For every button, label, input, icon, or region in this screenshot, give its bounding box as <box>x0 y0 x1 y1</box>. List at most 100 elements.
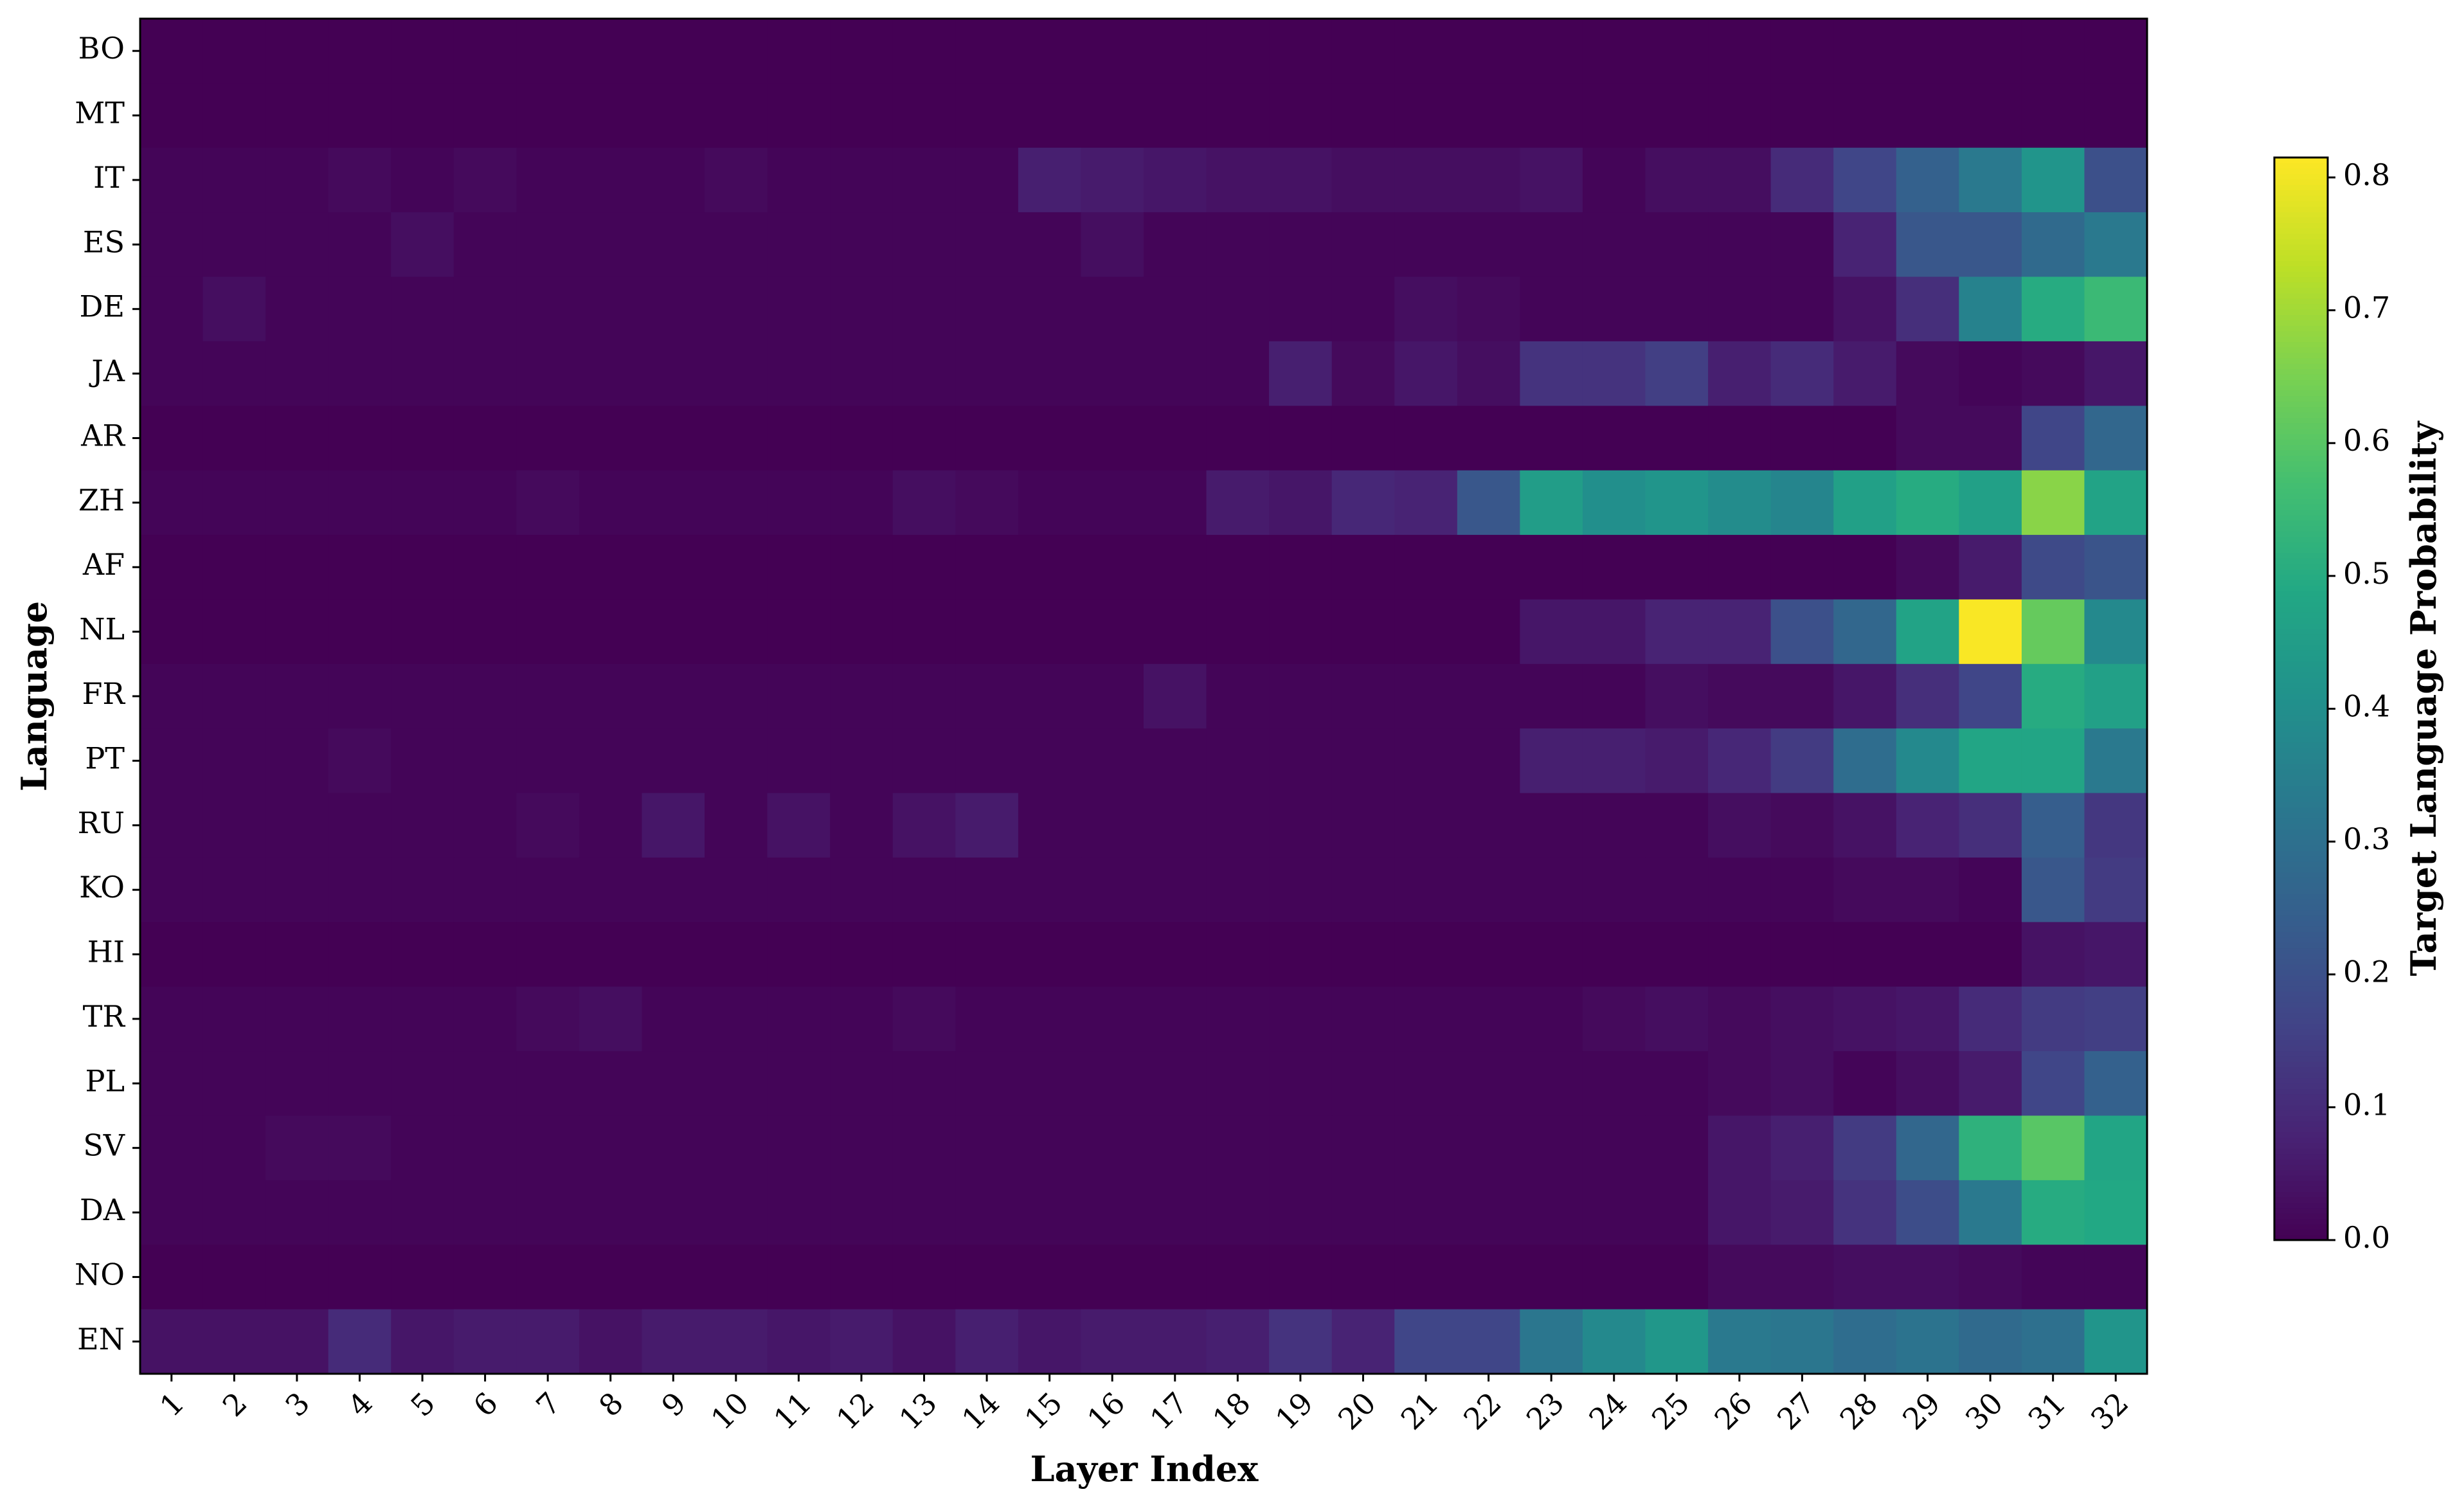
heatmap-cell <box>1770 470 1834 536</box>
heatmap-cell <box>391 406 454 471</box>
heatmap-cell <box>1144 406 1207 471</box>
heatmap-cell <box>1582 83 1646 148</box>
heatmap-cell <box>1582 986 1646 1052</box>
colorbar-segment <box>2274 433 2328 440</box>
colorbar-segment <box>2274 628 2328 634</box>
heatmap-cell <box>1582 663 1646 729</box>
heatmap-cell <box>705 19 768 84</box>
heatmap-cell <box>2084 1115 2148 1181</box>
colorbar-segment <box>2274 428 2328 435</box>
colorbar-segment <box>2274 812 2328 819</box>
heatmap-cell <box>767 406 831 471</box>
colorbar-segment <box>2274 222 2328 229</box>
heatmap-cell <box>391 341 454 406</box>
heatmap-cell <box>516 793 580 858</box>
heatmap-cell <box>1394 341 1458 406</box>
heatmap-cell <box>140 1115 204 1181</box>
heatmap-cell <box>1331 1051 1395 1117</box>
colorbar-segment <box>2274 823 2328 829</box>
heatmap-cell <box>892 147 956 213</box>
heatmap-cell <box>1457 663 1520 729</box>
colorbar-segment <box>2274 834 2328 840</box>
heatmap-cell <box>1206 728 1270 794</box>
heatmap-cell <box>2021 599 2085 665</box>
heatmap-cell <box>1081 728 1144 794</box>
heatmap-cell <box>892 1180 956 1245</box>
heatmap-cell <box>140 276 204 342</box>
heatmap-cell <box>1770 1115 1834 1181</box>
heatmap-cell <box>2021 535 2085 600</box>
heatmap-cell <box>1206 1115 1270 1181</box>
heatmap-cell <box>1269 406 1333 471</box>
heatmap-cell <box>579 470 643 536</box>
heatmap-cell <box>2021 406 2085 471</box>
heatmap-cell <box>1959 470 2022 536</box>
heatmap-cell <box>1081 986 1144 1052</box>
heatmap-cell <box>1331 19 1395 84</box>
heatmap-cell <box>955 793 1019 858</box>
heatmap-cell <box>642 341 705 406</box>
heatmap-cell <box>767 922 831 987</box>
colorbar-segment <box>2274 303 2328 310</box>
colorbar-segment <box>2274 195 2328 202</box>
heatmap-cell <box>1206 1309 1270 1374</box>
heatmap-cell <box>579 1115 643 1181</box>
heatmap-cell <box>391 535 454 600</box>
heatmap-cell <box>1645 535 1709 600</box>
colorbar-segment <box>2274 682 2328 688</box>
y-tick-label: HI <box>87 935 125 969</box>
heatmap-cell <box>955 986 1019 1052</box>
heatmap-cell <box>830 147 894 213</box>
colorbar-segment <box>2274 780 2328 786</box>
heatmap-cell <box>1394 147 1458 213</box>
heatmap-cell <box>391 1051 454 1117</box>
heatmap-cell <box>1018 1180 1082 1245</box>
colorbar-segment <box>2274 677 2328 683</box>
heatmap-cell <box>1081 793 1144 858</box>
colorbar-segment <box>2274 558 2328 564</box>
heatmap-cell <box>955 1245 1019 1310</box>
heatmap-cell <box>265 19 329 84</box>
heatmap-cell <box>767 1051 831 1117</box>
heatmap-cell <box>892 922 956 987</box>
heatmap-cell <box>705 922 768 987</box>
heatmap-cell <box>391 276 454 342</box>
heatmap-cell <box>202 1051 266 1117</box>
heatmap-cell <box>516 728 580 794</box>
colorbar-segment <box>2274 1174 2328 1182</box>
heatmap-cell <box>391 470 454 536</box>
colorbar-segment <box>2274 709 2328 716</box>
colorbar-segment <box>2274 352 2328 359</box>
heatmap-cell <box>1959 1180 2022 1245</box>
heatmap-cell <box>1708 1051 1772 1117</box>
heatmap-cell <box>830 406 894 471</box>
colorbar-segment <box>2274 239 2328 245</box>
heatmap-cell <box>1269 1245 1333 1310</box>
colorbar-segment <box>2274 1094 2328 1100</box>
heatmap-cell <box>1959 986 2022 1052</box>
heatmap-cell <box>1833 1245 1897 1310</box>
colorbar-segment <box>2274 1196 2328 1203</box>
heatmap-cell <box>328 793 391 858</box>
heatmap-cell <box>265 728 329 794</box>
heatmap-cell <box>1896 83 1959 148</box>
heatmap-cell <box>202 470 266 536</box>
y-tick-label: NL <box>79 612 125 647</box>
heatmap-cell <box>1206 922 1270 987</box>
heatmap-cell <box>1582 1245 1646 1310</box>
heatmap-cell <box>202 922 266 987</box>
heatmap-cell <box>1457 276 1520 342</box>
heatmap-cell <box>830 341 894 406</box>
heatmap-cell <box>328 341 391 406</box>
heatmap-cell <box>202 406 266 471</box>
y-tick-label: TR <box>83 999 126 1034</box>
heatmap-cell <box>955 535 1019 600</box>
colorbar-segment <box>2274 942 2328 949</box>
heatmap-cell <box>202 276 266 342</box>
heatmap-cell <box>1081 406 1144 471</box>
heatmap-cell <box>1457 212 1520 278</box>
colorbar-segment <box>2274 201 2328 207</box>
colorbar-segment <box>2274 422 2328 429</box>
heatmap-cell <box>1520 470 1583 536</box>
heatmap-cell <box>642 728 705 794</box>
